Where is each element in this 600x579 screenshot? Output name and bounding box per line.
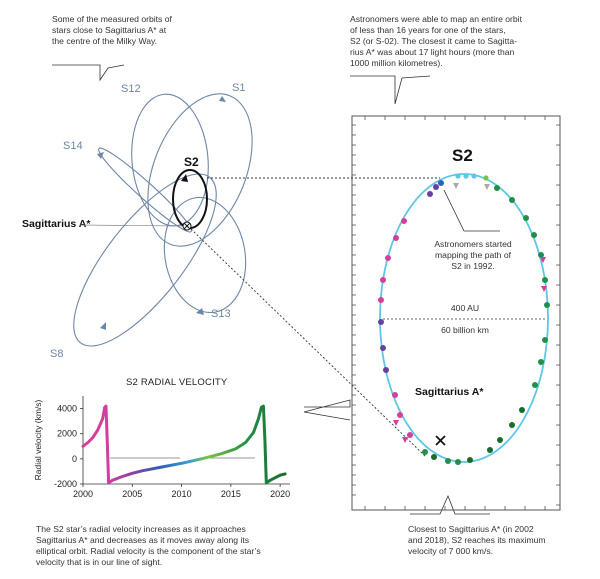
rv-x-tick-label: 2005: [122, 489, 142, 499]
callout-right: [350, 75, 431, 105]
orbit-arrows: [97, 96, 226, 330]
orbits-caption: Some of the measured orbits of stars clo…: [52, 14, 172, 46]
label-sagittarius-a: Sagittarius A*: [22, 218, 91, 230]
closest-approach-caption: Closest to Sagittarius A* (in 2002 and 2…: [408, 524, 546, 556]
orbit-s14: [98, 147, 192, 233]
label-s2: S2: [184, 155, 199, 169]
velocity-caption: The S2 star’s radial velocity increases …: [36, 524, 261, 567]
orbit-s8: [73, 173, 217, 347]
scale-au: 400 AU: [450, 303, 480, 313]
rv-x-tick-label: 2000: [73, 489, 93, 499]
label-s13: S13: [211, 308, 231, 320]
callout-bottom-right: [410, 494, 490, 515]
rv-x-tick-label: 2015: [221, 489, 241, 499]
callout-bottom-left: [303, 399, 351, 421]
sgr-a-marker: [79, 221, 192, 231]
mapping-note-leader: [443, 189, 500, 232]
callout-left: [52, 64, 125, 82]
s2-orbit-caption: Astronomers were able to map an entire o…: [350, 14, 522, 68]
connector-lines: [190, 177, 440, 457]
mapping-note: Astronomers started mapping the path of …: [434, 239, 512, 271]
rv-y-tick-label: 2000: [57, 429, 77, 439]
rv-chart: 2000 2005 2010 2015 2020 4000 2000 0 -2000: [54, 396, 290, 499]
rv-y-tick-label: -2000: [54, 479, 77, 489]
panel-sagittarius-a: Sagittarius A*: [415, 386, 484, 398]
rv-x-tick-label: 2010: [172, 489, 192, 499]
orbit-s1: [147, 93, 253, 247]
label-s14: S14: [63, 140, 83, 152]
panel-sgr-marker: [435, 435, 446, 446]
label-s1: S1: [232, 82, 246, 94]
label-s12: S12: [121, 83, 141, 95]
orbit-s13: [163, 196, 247, 314]
label-s8: S8: [50, 348, 64, 360]
scale-km: 60 billion km: [441, 325, 489, 335]
s2-panel: [351, 115, 561, 511]
rv-y-tick-label: 0: [72, 454, 77, 464]
rv-x-tick-label: 2020: [270, 489, 290, 499]
rv-curve: [81, 404, 287, 485]
chart-title: S2 RADIAL VELOCITY: [126, 377, 228, 388]
panel-title: S2: [452, 146, 473, 165]
s2-orbit-ellipse: [379, 173, 549, 463]
orbit-cluster: [73, 93, 253, 347]
s2-observation-points: [378, 173, 550, 465]
rv-y-tick-label: 4000: [57, 404, 77, 414]
